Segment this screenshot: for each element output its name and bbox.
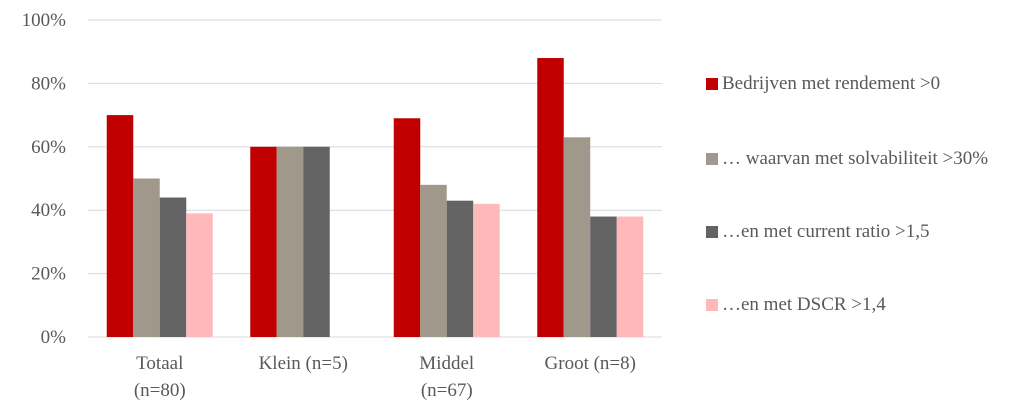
legend-swatch — [706, 226, 718, 238]
bar-2-klein-n- — [276, 146, 304, 337]
bar-4-groot-n- — [616, 216, 644, 337]
category-label: Totaal — [136, 353, 183, 374]
bar-3-groot-n- — [590, 216, 617, 337]
legend-label: … waarvan met solvabiliteit >30% — [722, 148, 989, 169]
legend-item: …en met DSCR >1,4 — [706, 293, 1012, 317]
y-tick-label: 60% — [31, 137, 66, 158]
y-tick-label: 20% — [31, 264, 66, 285]
category-label: Klein (n=5) — [259, 353, 348, 374]
legend-label: Bedrijven met rendement >0 — [722, 73, 941, 94]
legend-label: …en met current ratio >1,5 — [722, 221, 930, 242]
bar-1-klein-n- — [250, 146, 277, 337]
bar-chart: 0% 20% 40% 60% 80% 100% Totaal (n=80) Klein (n=… — [22, 10, 662, 401]
bar-1-groot-n- — [537, 58, 564, 337]
legend-item: … waarvan met solvabiliteit >30% — [706, 147, 1012, 171]
y-tick-label: 100% — [22, 10, 67, 31]
bar-3-totaal — [159, 197, 187, 337]
bar-2-totaal — [133, 178, 160, 337]
bar-3-klein-n- — [303, 146, 330, 337]
y-tick-label: 80% — [31, 73, 66, 94]
bar-4-middel — [473, 203, 500, 337]
y-tick-label: 0% — [41, 327, 67, 348]
category-label: (n=80) — [134, 380, 186, 401]
bar-4-totaal — [186, 213, 213, 337]
legend-swatch — [706, 78, 718, 90]
bar-1-middel — [393, 118, 421, 338]
bars — [106, 58, 644, 338]
bar-2-groot-n- — [563, 137, 591, 337]
legend-label: …en met DSCR >1,4 — [722, 294, 886, 315]
legend-item: Bedrijven met rendement >0 — [706, 72, 1012, 96]
bar-2-middel — [420, 184, 447, 337]
category-label: (n=67) — [421, 380, 473, 401]
y-axis-ticks: 0% 20% 40% 60% 80% 100% — [22, 10, 67, 348]
category-label: Middel — [419, 353, 474, 374]
x-axis-categories: Totaal (n=80) Klein (n=5) Middel (n=67) Groot… — [134, 353, 636, 401]
bar-1-totaal — [106, 115, 134, 337]
legend-item: …en met current ratio >1,5 — [706, 220, 1012, 244]
legend-swatch — [706, 299, 718, 311]
legend-swatch — [706, 153, 718, 165]
y-tick-label: 40% — [31, 200, 66, 221]
category-label: Groot (n=8) — [545, 353, 636, 374]
bar-3-middel — [446, 200, 474, 337]
